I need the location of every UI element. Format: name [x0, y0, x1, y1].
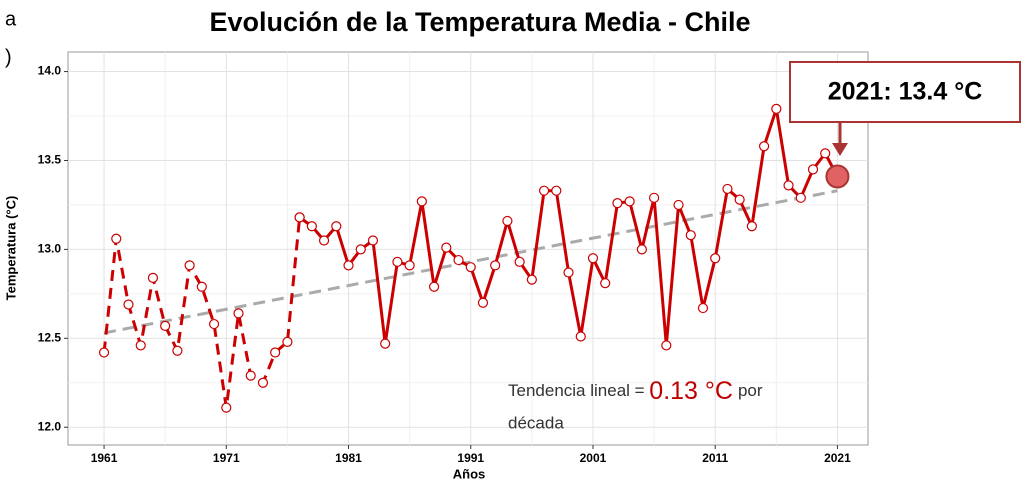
data-point — [343, 260, 354, 271]
data-point — [746, 221, 757, 232]
y-axis-label: Temperatura (°C) — [3, 196, 18, 301]
plot-area — [67, 51, 869, 446]
data-point — [807, 164, 819, 175]
data-point — [600, 278, 611, 289]
data-point — [98, 347, 110, 358]
data-point — [221, 402, 232, 413]
data-point — [380, 338, 391, 349]
data-point — [722, 183, 733, 195]
data-point — [392, 256, 403, 267]
data-point — [441, 242, 452, 253]
data-point — [612, 198, 623, 209]
data-point — [294, 212, 305, 223]
data-point — [661, 340, 672, 351]
data-point — [135, 340, 146, 351]
x-tick-label: 2001 — [580, 451, 607, 465]
data-point — [477, 297, 489, 308]
trend-text: Tendencia lineal = 0.13 °C por — [508, 377, 763, 405]
x-tick-label: 1971 — [213, 451, 240, 465]
data-point — [404, 260, 415, 271]
x-tick-label: 1961 — [91, 451, 118, 465]
y-tick-label: 14.0 — [38, 64, 62, 78]
data-point — [697, 302, 709, 314]
trend-text-line2: década — [508, 413, 564, 432]
data-point — [490, 260, 501, 271]
data-point — [771, 103, 782, 115]
data-point — [233, 308, 244, 319]
x-tick-label: 2011 — [702, 451, 728, 465]
data-point — [783, 180, 794, 191]
data-point — [685, 230, 696, 241]
data-point — [734, 194, 745, 205]
y-tick-label: 13.0 — [38, 242, 62, 256]
data-point — [820, 148, 831, 159]
data-point — [648, 192, 660, 203]
data-point — [502, 215, 513, 227]
trend-line — [103, 189, 838, 335]
data-point — [331, 221, 342, 232]
data-point — [208, 318, 220, 330]
data-point — [416, 196, 427, 207]
data-point — [318, 235, 330, 246]
data-point — [245, 370, 256, 381]
x-axis-label: Años — [453, 466, 486, 481]
data-point — [184, 260, 195, 271]
data-point — [111, 233, 122, 244]
x-tick-label: 1991 — [457, 451, 484, 465]
data-point — [160, 320, 171, 331]
data-point — [367, 235, 379, 246]
data-point — [196, 281, 207, 292]
data-point — [514, 256, 525, 267]
x-tick-label: 1981 — [335, 451, 362, 465]
data-point — [624, 196, 635, 207]
trend-suffix: por — [738, 381, 763, 400]
data-point — [551, 185, 562, 196]
data-point — [453, 254, 464, 266]
data-point — [538, 185, 550, 196]
data-point — [526, 274, 537, 285]
highlight-point — [825, 164, 850, 189]
data-point — [563, 267, 574, 278]
data-point — [587, 253, 599, 264]
data-point — [575, 331, 586, 342]
trend-value: 0.13 °C — [649, 377, 733, 405]
data-point — [428, 281, 440, 292]
data-point — [270, 347, 281, 358]
data-point — [123, 299, 134, 310]
data-point — [673, 199, 684, 211]
trend-prefix: Tendencia lineal = — [508, 381, 649, 400]
data-point — [257, 377, 269, 388]
callout: 2021: 13.4 °C — [828, 78, 983, 106]
y-tick-label: 13.5 — [38, 153, 62, 167]
data-point — [172, 345, 183, 356]
data-point — [795, 192, 806, 203]
x-tick-label: 2021 — [824, 451, 851, 465]
chart-title: Evolución de la Temperatura Media - Chil… — [209, 7, 750, 37]
data-point — [147, 272, 159, 283]
data-point — [710, 253, 721, 264]
data-point — [636, 244, 647, 255]
data-point — [759, 141, 770, 152]
y-tick-label: 12.0 — [38, 419, 62, 433]
panel-label: a — [5, 8, 17, 30]
data-point — [465, 262, 476, 273]
data-point — [282, 336, 293, 347]
data-point — [306, 221, 317, 232]
panel-label: ) — [5, 46, 12, 68]
data-point — [355, 244, 366, 255]
callout-arrowhead — [832, 143, 848, 156]
callout-box — [789, 61, 1021, 123]
y-tick-label: 12.5 — [38, 330, 62, 344]
